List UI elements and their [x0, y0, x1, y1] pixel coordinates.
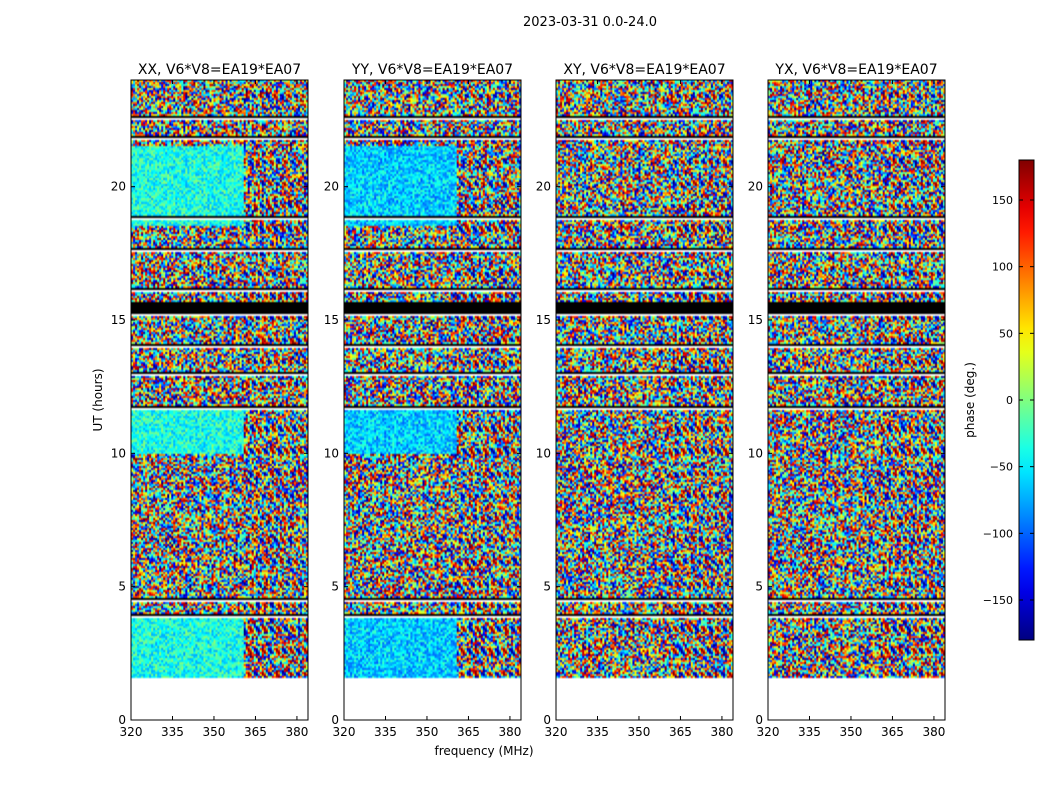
y-tick-label: 5 — [118, 580, 126, 594]
colorbar: 150 100 50 0 −50 −100 −150 — [983, 159, 1035, 641]
x-tick-label: 335 — [374, 725, 397, 739]
panel-yx: YX, V6*V8=EA19*EA07 320 335 350 365 380 0 5 10 15… — [748, 62, 946, 739]
x-tick-label: 365 — [881, 725, 904, 739]
colorbar-label: phase (deg.) — [963, 362, 977, 438]
x-tick-label: 335 — [586, 725, 609, 739]
y-tick-label: 0 — [118, 713, 126, 727]
colorbar-tick-label: 150 — [992, 194, 1013, 207]
y-tick-label: 5 — [331, 580, 339, 594]
colorbar-tick-label: 50 — [999, 327, 1013, 340]
phase-image — [768, 80, 945, 720]
panels-group: XX, V6*V8=EA19*EA07 320 335 350 365 380 0 5 10 15… — [111, 62, 946, 739]
x-tick-label: 365 — [457, 725, 480, 739]
axes-frame — [343, 79, 522, 721]
y-tick-label: 0 — [331, 713, 339, 727]
panel-title: XY, V6*V8=EA19*EA07 — [563, 62, 725, 78]
y-tick-label: 15 — [111, 313, 126, 327]
panel-xx: XX, V6*V8=EA19*EA07 320 335 350 365 380 0 5 10 15… — [111, 62, 309, 739]
x-tick-label: 335 — [161, 725, 184, 739]
phase-image — [344, 80, 521, 720]
y-tick-label: 20 — [111, 180, 126, 194]
y-tick-label: 10 — [536, 446, 551, 460]
y-tick-label: 20 — [324, 180, 339, 194]
x-tick-label: 335 — [798, 725, 821, 739]
axes-frame — [130, 79, 309, 721]
x-tick-label: 320 — [545, 725, 568, 739]
panel-title: YX, V6*V8=EA19*EA07 — [774, 62, 937, 78]
x-tick-label: 380 — [922, 725, 945, 739]
y-tick-label: 15 — [536, 313, 551, 327]
phase-image — [556, 80, 733, 720]
figure-suptitle: 2023-03-31 0.0-24.0 — [523, 15, 657, 30]
colorbar-tick-label: −150 — [983, 594, 1013, 607]
x-tick-label: 320 — [757, 725, 780, 739]
x-tick-label: 380 — [285, 725, 308, 739]
x-tick-label: 380 — [498, 725, 521, 739]
phase-image — [131, 80, 308, 720]
panel-title: XX, V6*V8=EA19*EA07 — [138, 62, 301, 78]
y-tick-label: 10 — [748, 446, 763, 460]
colorbar-tick-label: −100 — [983, 527, 1013, 540]
x-tick-label: 350 — [416, 725, 439, 739]
y-tick-label: 5 — [755, 580, 763, 594]
x-tick-label: 380 — [710, 725, 733, 739]
x-axis-label: frequency (MHz) — [434, 744, 533, 758]
y-axis-label: UT (hours) — [91, 368, 105, 431]
y-tick-label: 0 — [543, 713, 551, 727]
axes-frame — [767, 79, 946, 721]
x-tick-label: 350 — [840, 725, 863, 739]
y-tick-label: 20 — [536, 180, 551, 194]
x-tick-label: 365 — [244, 725, 267, 739]
colorbar-tick-label: 100 — [992, 261, 1013, 274]
panel-title: YY, V6*V8=EA19*EA07 — [351, 62, 513, 78]
y-tick-label: 10 — [111, 446, 126, 460]
y-tick-label: 0 — [755, 713, 763, 727]
panel-xy: XY, V6*V8=EA19*EA07 320 335 350 365 380 0 5 10 15… — [536, 62, 734, 739]
colorbar-tick-label: −50 — [990, 461, 1013, 474]
y-tick-label: 15 — [324, 313, 339, 327]
colorbar-tick-label: 0 — [1006, 394, 1013, 407]
x-tick-label: 350 — [203, 725, 226, 739]
x-tick-label: 320 — [120, 725, 143, 739]
x-tick-label: 350 — [628, 725, 651, 739]
y-tick-label: 15 — [748, 313, 763, 327]
x-tick-label: 320 — [333, 725, 356, 739]
y-tick-label: 10 — [324, 446, 339, 460]
y-tick-label: 5 — [543, 580, 551, 594]
axes-frame — [555, 79, 734, 721]
x-tick-label: 365 — [669, 725, 692, 739]
y-tick-label: 20 — [748, 180, 763, 194]
panel-yy: YY, V6*V8=EA19*EA07 320 335 350 365 380 0 5 10 15… — [324, 62, 522, 739]
